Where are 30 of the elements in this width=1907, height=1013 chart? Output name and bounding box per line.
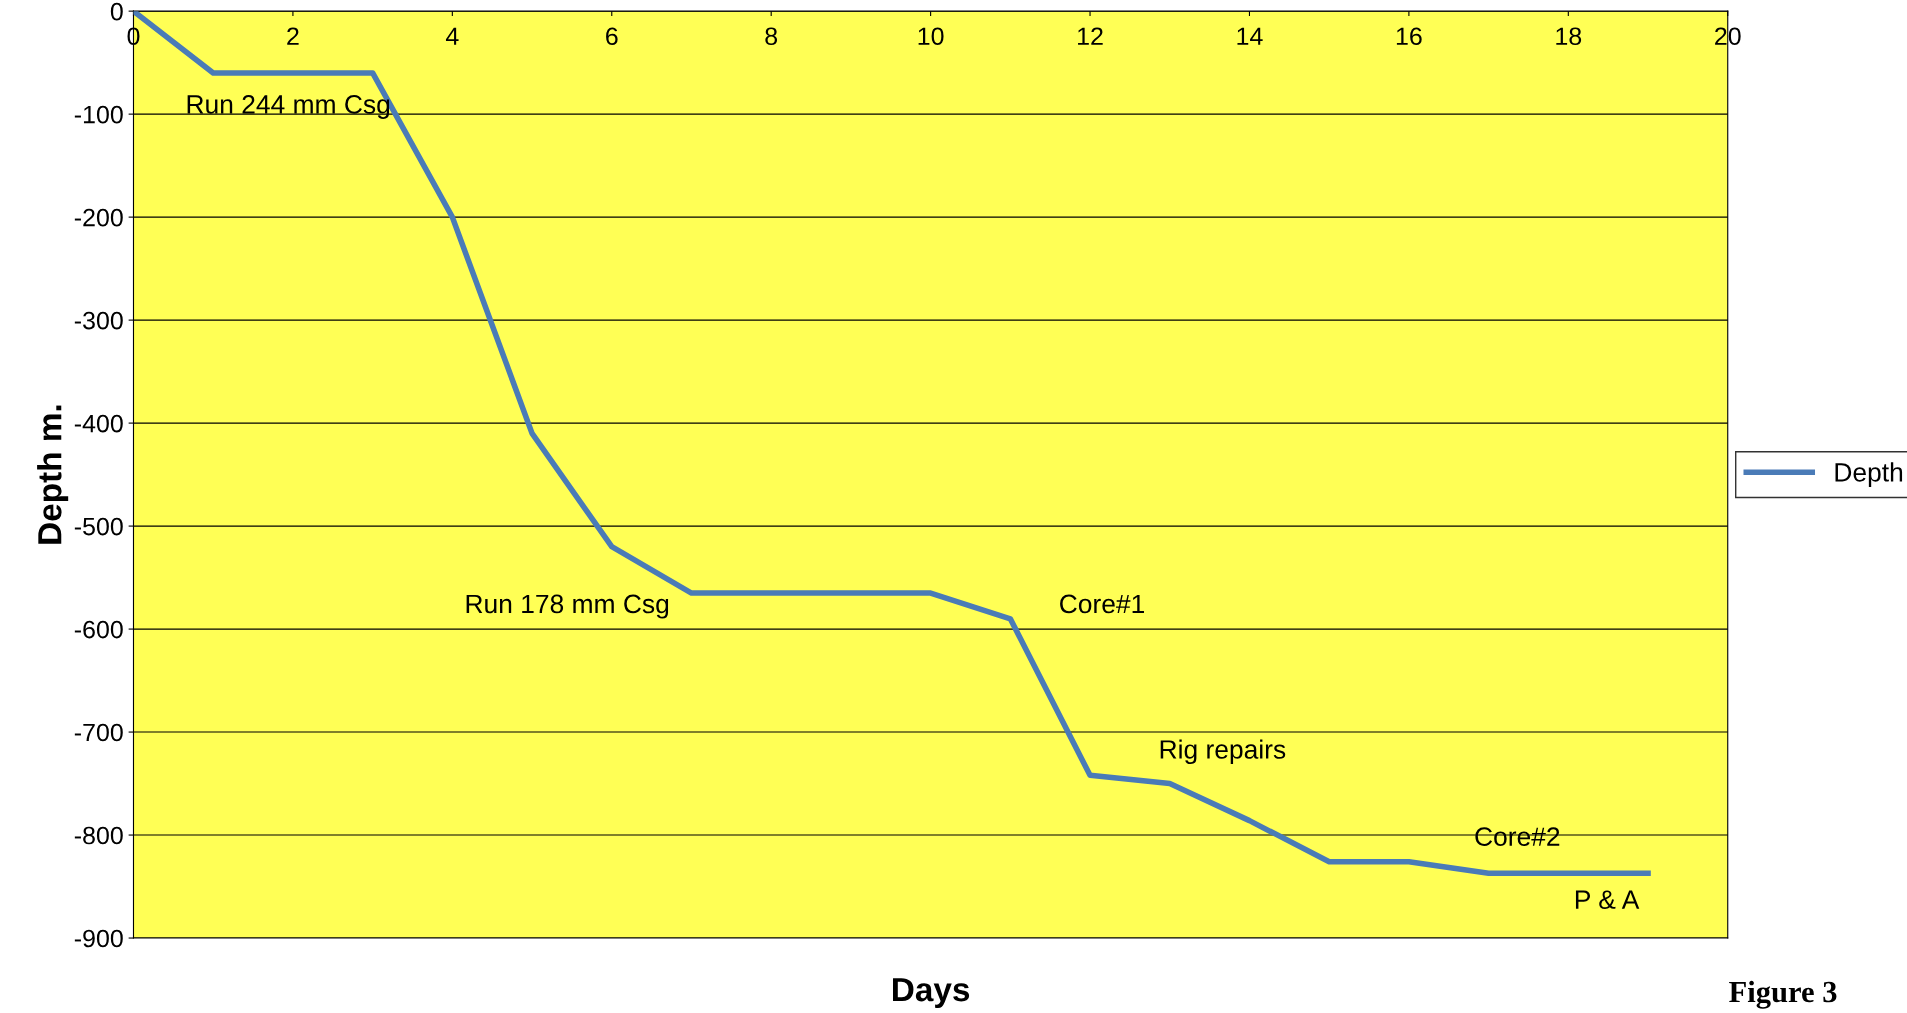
y-tick-label: 0 xyxy=(110,2,123,21)
y-tick-label: -900 xyxy=(74,929,123,948)
annotation: Run 244 mm Csg xyxy=(187,95,390,119)
legend-label: Depth xyxy=(1835,462,1903,487)
caption: Figure 3 xyxy=(1729,980,1837,1009)
y-tick-label: -800 xyxy=(74,826,123,845)
x-tick-label: 10 xyxy=(918,27,944,46)
annotation: Core#2 xyxy=(1475,827,1560,846)
x-tick-label: 12 xyxy=(1078,27,1103,45)
x-tick-label: 14 xyxy=(1237,27,1263,45)
x-tick-label: 16 xyxy=(1396,27,1422,46)
annotation: Run 178 mm Csg xyxy=(466,594,669,619)
x-tick-label: 18 xyxy=(1556,27,1582,46)
annotation: Rig repairs xyxy=(1160,739,1286,765)
y-tick-label: -100 xyxy=(74,105,123,124)
annotation: P & A xyxy=(1575,890,1640,909)
y-tick-label: -700 xyxy=(74,723,123,742)
y-tick-label: -200 xyxy=(74,208,123,227)
x-tick-label: 2 xyxy=(287,27,299,45)
x-tick-label: 8 xyxy=(765,27,778,46)
y-tick-label: -400 xyxy=(74,414,123,433)
y-tick-label: -500 xyxy=(74,517,123,536)
y-axis-title: Depth m. xyxy=(37,405,69,544)
x-axis-title: Days xyxy=(893,978,970,1008)
y-tick-label: -600 xyxy=(74,620,123,639)
annotation: Core#1 xyxy=(1060,594,1144,614)
y-tick-label: -300 xyxy=(74,311,123,330)
x-tick-label: 0 xyxy=(127,27,140,46)
x-tick-label: 6 xyxy=(606,27,618,46)
x-tick-label: 4 xyxy=(445,27,459,45)
